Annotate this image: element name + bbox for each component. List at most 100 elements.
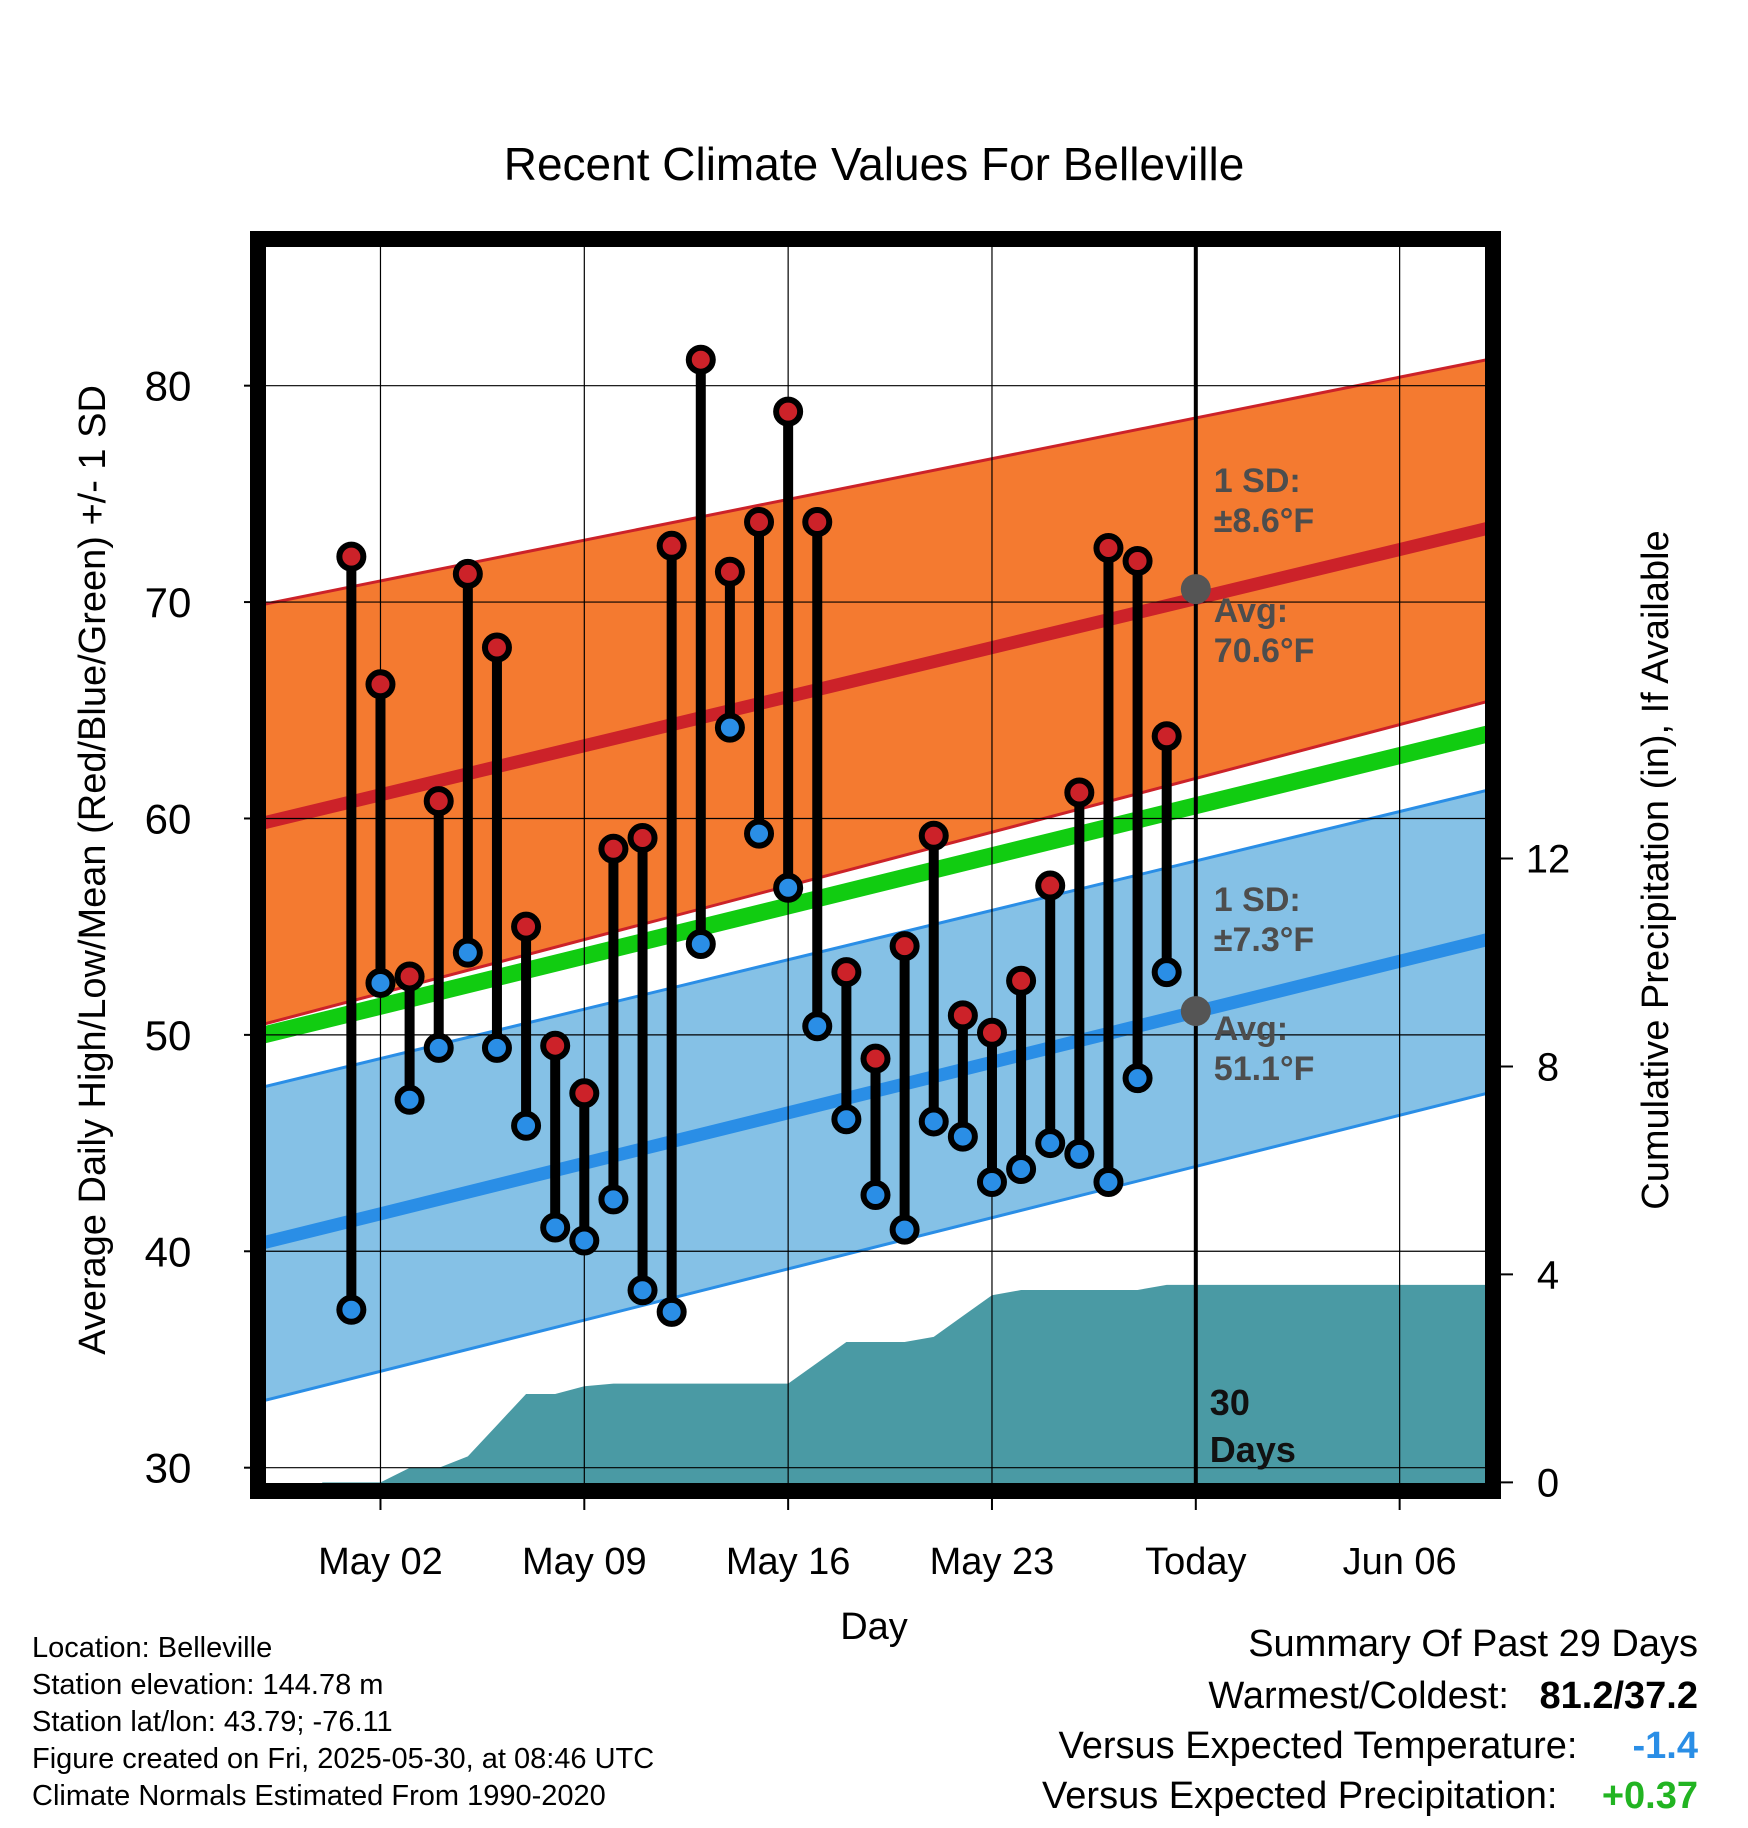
chart-title: Recent Climate Values For Belleville [504,138,1245,190]
low-point [1151,957,1182,988]
low-point [714,712,745,743]
low-point [685,928,716,959]
high-point [627,822,658,853]
high-point [947,1000,978,1031]
low-point [860,1180,891,1211]
high-point [802,506,833,537]
low-point [1122,1063,1153,1094]
high-point [365,669,396,700]
mean-average-line [264,725,1487,1044]
high-point [831,957,862,988]
high-point [889,931,920,962]
today-days-label-line2: Days [1210,1429,1296,1470]
y-tick-label: 80 [145,363,192,410]
low-point [802,1011,833,1042]
summary-temp-value: -1.4 [1632,1725,1698,1767]
today-high-average-marker [1180,574,1211,605]
info-elevation: Station elevation: 144.78 m [32,1669,384,1701]
x-tick-label: May 23 [930,1541,1055,1583]
high-point [569,1078,600,1109]
high-point [1122,545,1153,576]
high-point [511,911,542,942]
x-tick-label: May 16 [726,1541,851,1583]
low-point [394,1084,425,1115]
high-point [1035,870,1066,901]
today-low-average-marker [1180,996,1211,1027]
low-point [1093,1167,1124,1198]
x-tick-label: May 09 [522,1541,647,1583]
high-sd-band [264,359,1487,1025]
low-point [918,1106,949,1137]
high-sd-band-lower-edge [264,700,1487,1026]
y-tick-label: 70 [145,579,192,626]
high-point [656,530,687,561]
high-point [1151,721,1182,752]
high-point [714,556,745,587]
low-point [1035,1128,1066,1159]
y2-tick-label: 12 [1526,838,1571,882]
low-sd-band-lower-edge [264,1091,1487,1403]
plot-frame [250,231,1501,1499]
info-location: Location: Belleville [32,1632,273,1664]
y2-axis-label: Cumulative Precipitation (in), If Availa… [1635,530,1677,1209]
summary-title: Summary Of Past 29 Days [1248,1623,1698,1665]
high-point [918,820,949,851]
today-days-label-line1: 30 [1210,1382,1250,1423]
low-point [481,1032,512,1063]
summary-precip: Versus Expected Precipitation: +0.37 [1042,1775,1698,1818]
high-point [598,833,629,864]
low-sd-band-upper-edge [264,788,1487,1089]
summary-warm-cold: Warmest/Coldest: 81.2/37.2 [1208,1675,1698,1718]
y-axis-label: Average Daily High/Low/Mean (Red/Blue/Gr… [72,385,114,1355]
low-point [423,1032,454,1063]
low-point [1006,1154,1037,1185]
low-point [947,1121,978,1152]
x-tick-label: Today [1145,1541,1246,1583]
x-tick-label: May 02 [318,1541,443,1583]
high-point [685,344,716,375]
low-sd-label: 1 SD: [1214,881,1301,919]
y2-tick-label: 4 [1537,1253,1559,1297]
low-point [831,1104,862,1135]
high-avg-value: 70.6°F [1214,632,1315,670]
high-point [540,1030,571,1061]
summary-precip-value: +0.37 [1601,1775,1698,1817]
y2-tick-label: 0 [1537,1461,1559,1505]
info-latlon: Station lat/lon: 43.79; -76.11 [32,1706,393,1738]
low-point [365,967,396,998]
low-point [452,937,483,968]
high-avg-label: Avg: [1214,592,1288,630]
summary-temp-label: Versus Expected Temperature: [1058,1725,1578,1767]
high-point [773,396,804,427]
high-sd-label: 1 SD: [1214,462,1301,500]
high-point [744,506,775,537]
high-point [336,541,367,572]
high-point [1006,965,1037,996]
low-sd-value: ±7.3°F [1214,921,1314,959]
low-point [336,1294,367,1325]
y-tick-label: 40 [145,1228,192,1275]
low-point [656,1296,687,1327]
info-normals: Climate Normals Estimated From 1990-2020 [32,1780,606,1812]
high-point [423,786,454,817]
y-tick-label: 50 [145,1012,192,1059]
summary-warm-cold-label: Warmest/Coldest: [1208,1675,1509,1717]
low-point [773,872,804,903]
high-point [1093,532,1124,563]
y-tick-label: 30 [145,1445,192,1492]
low-point [598,1184,629,1215]
plot-contents [264,245,1487,1485]
low-point [627,1275,658,1306]
summary-temp: Versus Expected Temperature: -1.4 [1059,1725,1698,1768]
summary-warm-cold-value: 81.2/37.2 [1539,1675,1698,1717]
high-point [394,961,425,992]
high-sd-value: ±8.6°F [1214,502,1314,540]
y-tick-label: 60 [145,795,192,842]
high-point [1064,777,1095,808]
low-point [540,1212,571,1243]
high-point [481,632,512,663]
low-avg-value: 51.1°F [1214,1050,1315,1088]
summary-precip-label: Versus Expected Precipitation: [1042,1775,1558,1817]
